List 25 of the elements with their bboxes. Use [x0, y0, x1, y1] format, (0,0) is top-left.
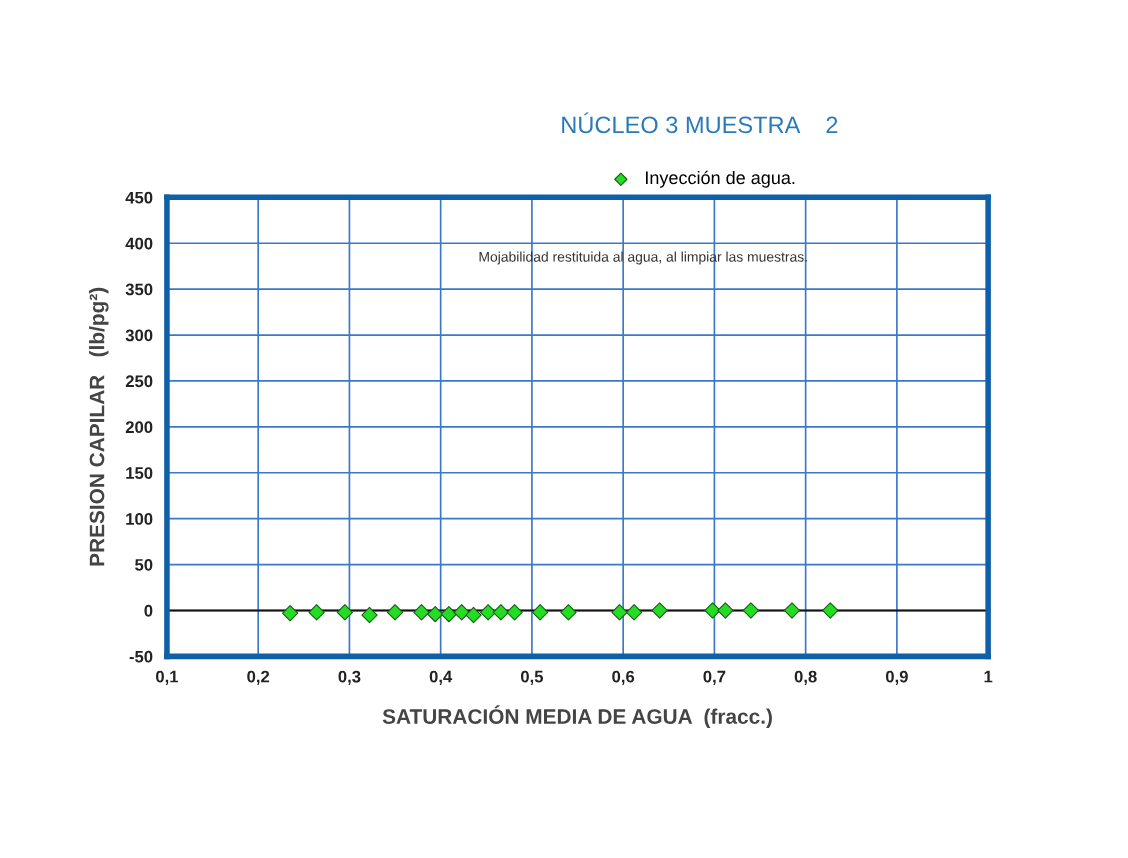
y-tick-label: 250 — [125, 375, 153, 388]
x-tick-label: 0,9 — [885, 670, 908, 685]
x-axis-title: SATURACIÓN MEDIA DE AGUA (fracc.) — [382, 705, 772, 729]
y-tick-label: 350 — [125, 283, 153, 296]
y-tick-label: 200 — [125, 421, 153, 434]
y-tick-label: 100 — [126, 513, 153, 525]
legend-label: Inyección de agua. — [646, 170, 795, 188]
chart-title: NÚCLEO 3 MUESTRA 2 — [562, 112, 838, 134]
y-tick-label: -50 — [129, 650, 153, 663]
x-tick-label: 0,7 — [703, 670, 726, 685]
y-tick-label: 150 — [126, 467, 153, 479]
y-tick-label: 300 — [125, 329, 153, 342]
x-tick-label: 1 — [984, 670, 993, 683]
x-tick-label: 0,5 — [520, 670, 544, 685]
x-tick-label: 0,2 — [247, 670, 270, 685]
x-tick-label: 0,3 — [338, 670, 361, 685]
x-tick-label: 0,4 — [429, 670, 453, 685]
x-tick-label: 0,1 — [156, 670, 179, 685]
y-tick-label: 400 — [125, 237, 153, 250]
y-tick-label: 50 — [135, 558, 153, 571]
y-tick-label: 450 — [125, 191, 153, 204]
y-tick-label: 0 — [144, 604, 153, 617]
y-axis-title: PRESION CAPILAR (lb/pg²) — [89, 287, 109, 566]
x-tick-label: 0,8 — [794, 670, 817, 685]
x-tick-label: 0,6 — [612, 670, 635, 685]
